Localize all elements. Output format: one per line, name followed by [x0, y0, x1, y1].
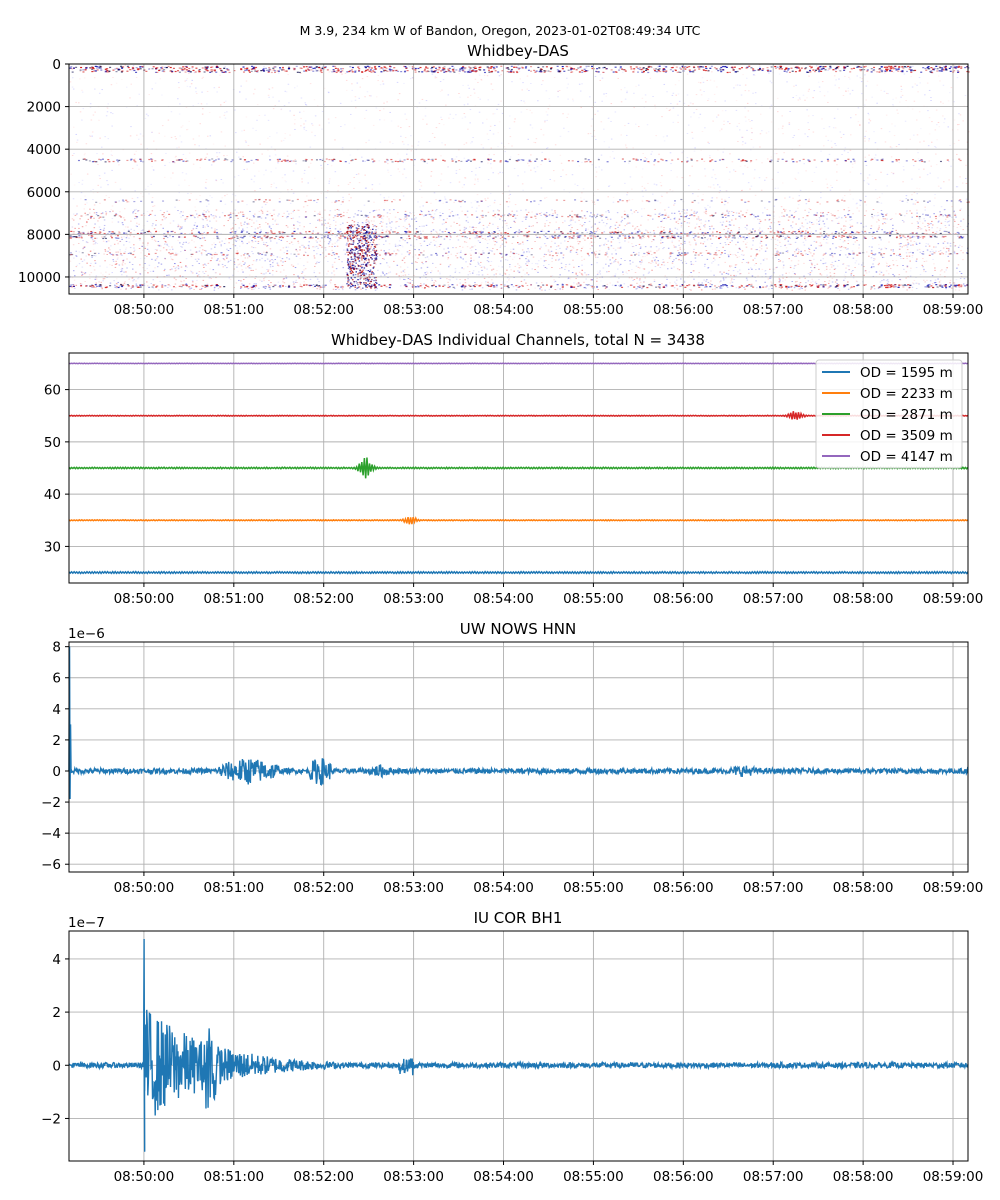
p2-xtick-label: 08:53:00: [383, 591, 444, 607]
p3-ytick-label: −4: [41, 826, 61, 842]
p2-xtick-label: 08:52:00: [293, 591, 354, 607]
p2-xtick-label: 08:51:00: [203, 591, 264, 607]
p4-xtick-label: 08:57:00: [743, 1169, 804, 1185]
p1-ytick-label: 8000: [27, 227, 61, 243]
iu-cor-panel: 08:50:00 08:51:00 08:52:00 08:53:00 08:54:00…: [41, 930, 984, 1185]
p4-ytick-label: −2: [41, 1111, 61, 1127]
p3-xtick-label: 08:51:00: [203, 880, 264, 896]
p4-xtick-label: 08:51:00: [203, 1169, 264, 1185]
p4-xtick-label: 08:50:00: [114, 1169, 175, 1185]
p1-ytick-label: 10000: [18, 270, 61, 286]
p2-ytick-label: 30: [44, 539, 61, 555]
channel-line-2: [68, 516, 969, 525]
p3-ytick-label: 0: [52, 764, 61, 780]
das-heatmap-panel: 08:50:00 08:51:00 08:52:00 08:53:00 08:54:00…: [18, 57, 983, 318]
p2-ytick-label: 50: [44, 435, 61, 451]
p3-ytick-label: −2: [41, 795, 61, 811]
panel4-title: IU COR BH1: [474, 909, 563, 927]
p2-ytick-label: 60: [44, 383, 61, 399]
p4-xtick-label: 08:58:00: [833, 1169, 894, 1185]
panel1-title: Whidbey-DAS: [467, 42, 569, 60]
p4-ytick-label: 4: [52, 952, 61, 968]
p1-xtick-label: 08:52:00: [293, 302, 354, 318]
bh1-waveform: [68, 938, 969, 1152]
p3-ytick-label: 6: [52, 671, 61, 687]
p1-xtick-label: 08:51:00: [203, 302, 264, 318]
p1-xtick-label: 08:53:00: [383, 302, 444, 318]
p4-ytick-label: 0: [52, 1058, 61, 1074]
p3-ytick-label: 2: [52, 733, 61, 749]
p1-ytick-label: 2000: [27, 100, 61, 116]
p4-ytick-label: 2: [52, 1005, 61, 1021]
panel2-title: Whidbey-DAS Individual Channels, total N…: [331, 331, 705, 349]
legend-entry-3: OD = 2871 m: [860, 407, 953, 423]
p1-xtick-label: 08:50:00: [114, 302, 175, 318]
p2-xtick-label: 08:50:00: [114, 591, 175, 607]
p3-xtick-label: 08:58:00: [833, 880, 894, 896]
p4-xtick-label: 08:59:00: [923, 1169, 984, 1185]
p3-xtick-label: 08:57:00: [743, 880, 804, 896]
p3-xtick-label: 08:52:00: [293, 880, 354, 896]
p2-xtick-label: 08:54:00: [473, 591, 534, 607]
p4-xtick-label: 08:54:00: [473, 1169, 534, 1185]
channel-line-1: [68, 570, 969, 575]
hnn-waveform: [68, 758, 969, 786]
p3-xtick-label: 08:53:00: [383, 880, 444, 896]
legend-entry-2: OD = 2233 m: [860, 386, 953, 402]
p4-xtick-label: 08:53:00: [383, 1169, 444, 1185]
p3-ytick-label: −6: [41, 857, 61, 873]
p2-ytick-label: 40: [44, 487, 61, 503]
p1-xtick-label: 08:54:00: [473, 302, 534, 318]
p2-xtick-label: 08:55:00: [563, 591, 624, 607]
p3-ytick-label: 8: [52, 640, 61, 656]
panel3-title: UW NOWS HNN: [460, 620, 576, 638]
p4-frame: [68, 930, 969, 1162]
p3-xtick-label: 08:54:00: [473, 880, 534, 896]
p1-xtick-label: 08:56:00: [653, 302, 714, 318]
figure-suptitle: M 3.9, 234 km W of Bandon, Oregon, 2023-…: [300, 23, 701, 38]
channels-legend: OD = 1595 m OD = 2233 m OD = 2871 m OD = 35…: [815, 359, 963, 469]
p2-xtick-label: 08:57:00: [743, 591, 804, 607]
p3-xtick-label: 08:59:00: [923, 880, 984, 896]
p3-xtick-label: 08:56:00: [653, 880, 714, 896]
p3-xtick-label: 08:50:00: [114, 880, 175, 896]
p2-xtick-label: 08:58:00: [833, 591, 894, 607]
uw-nows-panel: 08:50:00 08:51:00 08:52:00 08:53:00 08:54:00…: [41, 640, 983, 896]
p1-ytick-label: 4000: [27, 142, 61, 158]
p1-ytick-label: 0: [52, 57, 61, 73]
p2-frame: [68, 352, 969, 584]
das-channels-panel: 08:50:00 08:51:00 08:52:00 08:53:00 08:54:00…: [44, 352, 984, 607]
p2-xtick-label: 08:56:00: [653, 591, 714, 607]
p3-xtick-label: 08:55:00: [563, 880, 624, 896]
panel3-offset-label: 1e−6: [68, 626, 105, 642]
p4-xtick-label: 08:55:00: [563, 1169, 624, 1185]
p1-xtick-label: 08:59:00: [923, 302, 984, 318]
p4-xtick-label: 08:56:00: [653, 1169, 714, 1185]
legend-entry-4: OD = 3509 m: [860, 428, 953, 444]
p1-frame: [68, 63, 969, 295]
legend-entry-5: OD = 4147 m: [860, 449, 953, 465]
p1-ytick-label: 6000: [27, 185, 61, 201]
panel4-offset-label: 1e−7: [68, 915, 105, 931]
p2-xtick-label: 08:59:00: [923, 591, 984, 607]
p1-xtick-label: 08:58:00: [833, 302, 894, 318]
legend-entry-1: OD = 1595 m: [860, 365, 953, 381]
p3-frame: [68, 641, 969, 873]
p1-xtick-label: 08:55:00: [563, 302, 624, 318]
p1-xtick-label: 08:57:00: [743, 302, 804, 318]
p4-xtick-label: 08:52:00: [293, 1169, 354, 1185]
p3-ytick-label: 4: [52, 702, 61, 718]
